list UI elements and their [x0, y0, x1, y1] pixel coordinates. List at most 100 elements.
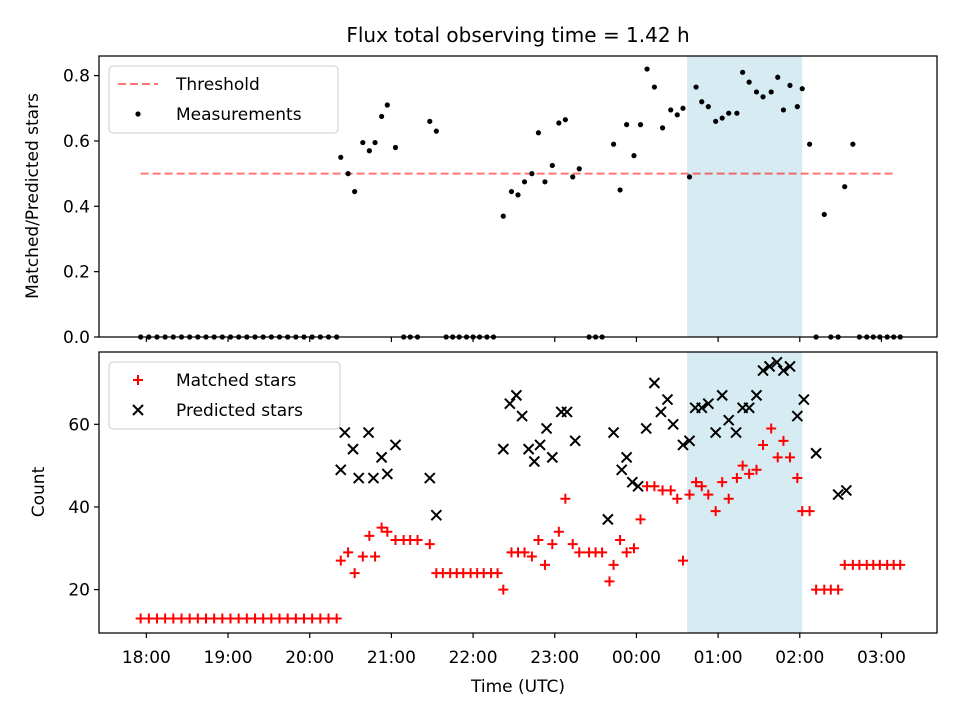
matched-point [703, 489, 714, 500]
predicted-point [602, 513, 614, 526]
matched-point [751, 464, 762, 475]
measurement-point [686, 174, 693, 180]
measurement-point [651, 84, 657, 90]
predicted-point [540, 422, 553, 435]
measurement-point [529, 171, 535, 177]
matched-point [547, 539, 558, 550]
measurement-point [799, 86, 805, 92]
predicted-point [683, 435, 696, 447]
measurement-point [521, 179, 528, 185]
ratio-y-tick-label: 0.2 [63, 263, 90, 283]
measurement-point [637, 122, 644, 128]
count-y-ticks: 20 40 60 [68, 415, 99, 601]
matched-point [649, 481, 660, 492]
matched-point [731, 473, 742, 484]
count-legend: Matched stars Predicted stars [108, 361, 341, 430]
predicted-point [655, 406, 667, 418]
matched-point [539, 559, 550, 570]
predicted-point [430, 509, 443, 521]
ratio-panel: 0.00.20.40.60.8 Matched/Predicted stars … [23, 55, 938, 348]
measurement-point [542, 179, 548, 185]
matched-point [349, 568, 360, 579]
matched-point [672, 493, 683, 504]
measurement-point [713, 118, 719, 124]
measurement-point [726, 110, 732, 116]
ratio-y-tick-label: 0.6 [63, 132, 90, 152]
ratio-highlight-span [687, 56, 803, 337]
measurement-point [705, 104, 711, 110]
predicted-point [810, 447, 822, 459]
predicted-point [832, 488, 844, 501]
predicted-point [347, 443, 359, 455]
ratio-y-ticks: 0.0 0.2 0.4 0.6 0.8 [63, 67, 99, 348]
predicted-point [620, 451, 633, 464]
matched-point [604, 576, 615, 587]
ratio-y-tick-label: 0.8 [63, 67, 90, 87]
matched-point [665, 485, 676, 496]
measurement-point [780, 107, 787, 113]
ratio-y-tick-label: 0.4 [63, 197, 90, 217]
measurement-point [570, 174, 576, 180]
predicted-point [353, 472, 365, 484]
predicted-point [516, 410, 528, 422]
predicted-point [362, 426, 375, 439]
measurement-point [352, 188, 358, 195]
measurement-point [366, 148, 372, 154]
matched-point [567, 539, 578, 550]
matched-point [574, 547, 585, 558]
measurement-point [338, 154, 344, 160]
measurement-point [624, 122, 630, 128]
predicted-stars-series [335, 356, 853, 526]
predicted-point [522, 443, 535, 455]
measurement-point [768, 89, 774, 95]
predicted-point [730, 426, 742, 439]
predicted-point [648, 377, 661, 389]
measurement-point [760, 94, 766, 100]
matched-point [737, 460, 748, 471]
predicted-point [632, 480, 644, 493]
matched-point [412, 535, 423, 546]
measurement-point [693, 84, 699, 90]
measurement-point [508, 188, 515, 195]
matched-point [335, 555, 346, 566]
count-marks [135, 356, 906, 624]
predicted-point [335, 464, 347, 476]
matched-point [331, 613, 342, 624]
ratio-legend: Threshold Measurements [108, 65, 339, 134]
measurement-point [644, 66, 650, 72]
measurement-point [659, 125, 666, 131]
measurement-point [821, 211, 827, 218]
measurement-point [734, 110, 740, 116]
predicted-point [702, 397, 715, 410]
matched-point [357, 551, 368, 562]
matched-point [710, 506, 721, 517]
matched-point [772, 452, 783, 463]
matched-point [833, 584, 844, 595]
measurement-point [617, 187, 623, 193]
measurement-point [842, 184, 848, 190]
x-tick-label: 22:00 [449, 648, 498, 668]
x-tick-label: 19:00 [204, 648, 253, 668]
matched-point [766, 423, 777, 434]
measurement-point [372, 139, 378, 146]
predicted-point [763, 360, 776, 373]
matched-point [498, 584, 509, 595]
matched-point [533, 535, 544, 546]
matched-point [717, 477, 728, 488]
matched-point [370, 551, 381, 562]
matched-point [343, 547, 354, 558]
measurement-point [668, 107, 674, 113]
count-y-tick-label: 60 [68, 415, 90, 435]
count-highlight-span [687, 352, 803, 633]
predicted-point [750, 389, 763, 402]
matched-point [526, 551, 537, 562]
measurement-point [556, 120, 562, 126]
predicted-point [381, 468, 394, 480]
measurement-point [794, 104, 800, 110]
ratio-y-axis-label: Matched/Predicted stars [23, 93, 43, 299]
predicted-point [339, 426, 351, 439]
matched-point [519, 547, 530, 558]
predicted-point [367, 472, 380, 484]
predicted-point [757, 364, 769, 377]
